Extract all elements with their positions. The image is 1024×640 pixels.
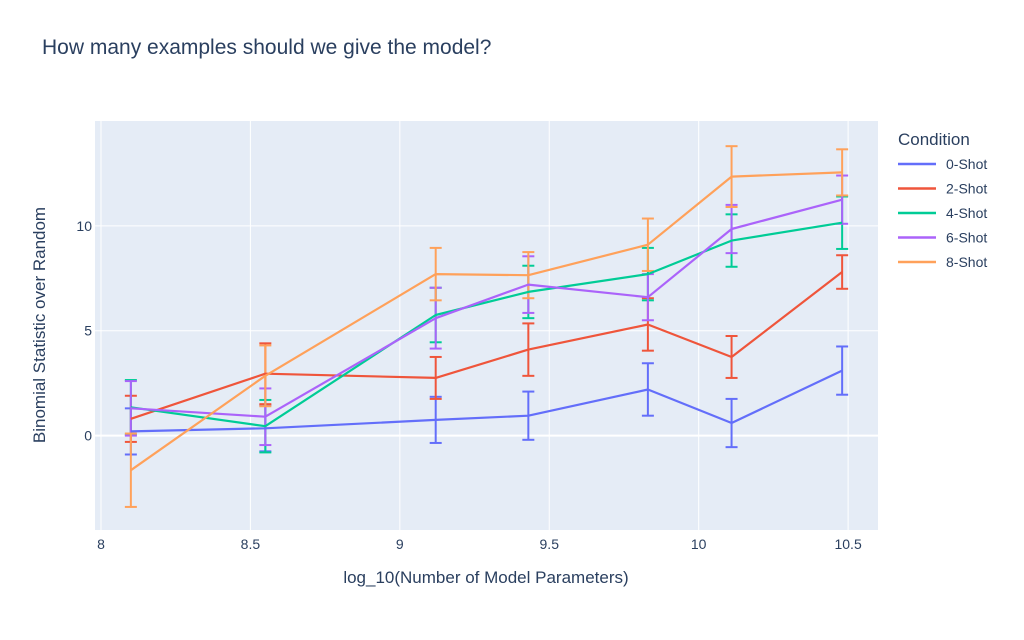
y-tick-label: 10 [76,218,92,234]
4-shot-legend-label: 4-Shot [946,205,987,221]
plot-background [95,121,878,530]
grid-lines [95,121,878,530]
x-tick-label: 9.5 [540,536,560,552]
y-tick-label: 0 [84,428,92,444]
2-shot-series-line [130,271,843,420]
y-tick-label: 5 [84,323,92,339]
x-tick-label: 10 [691,536,707,552]
8-shot-legend-label: 8-Shot [946,254,987,270]
y-tick-labels: 0 5 10 [76,218,92,444]
x-tick-label: 9 [396,536,404,552]
0-shot-series-line [130,369,843,433]
2-shot-legend-label: 2-Shot [946,181,987,197]
x-tick-label: 8.5 [241,536,261,552]
chart-title: How many examples should we give the mod… [42,36,492,59]
y-axis-title: Binomial Statistic over Random [30,207,49,443]
legend: Condition 0-Shot 2-Shot 4-Shot 6-Shot 8-Shot [898,130,987,270]
4-shot-series-line [130,221,843,428]
legend-title: Condition [898,130,970,149]
x-axis-title: log_10(Number of Model Parameters) [343,568,628,587]
x-tick-labels: 8 8.5 9 9.5 10 10.5 [97,536,862,552]
8-shot-series-line [130,171,843,472]
0-shot-legend-label: 0-Shot [946,156,987,172]
series-lines [130,171,843,472]
x-tick-label: 10.5 [834,536,861,552]
6-shot-legend-label: 6-Shot [946,230,987,246]
x-tick-label: 8 [97,536,105,552]
6-shot-series-line [130,198,843,418]
